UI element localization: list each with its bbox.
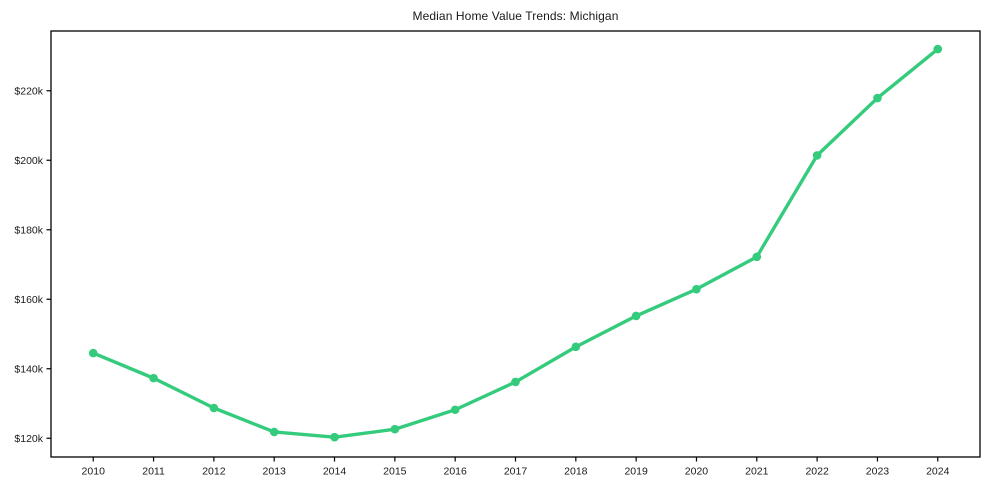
x-tick-label: 2012 [202, 466, 226, 478]
data-point-marker [149, 373, 158, 383]
x-tick-label: 2011 [142, 466, 165, 478]
data-point-marker [873, 93, 882, 103]
data-point-marker [88, 348, 98, 358]
x-tick-label: 2019 [624, 466, 648, 478]
x-tick-label: 2024 [926, 466, 950, 478]
x-tick-label: 2017 [504, 466, 528, 478]
x-tick-label: 2020 [685, 466, 709, 478]
x-tick-label: 2018 [564, 466, 588, 478]
data-point-marker [209, 403, 219, 413]
data-point-marker [269, 427, 279, 437]
data-point-marker [933, 44, 943, 54]
data-point-marker [571, 342, 581, 352]
data-point-marker [692, 284, 701, 294]
data-point-marker [511, 377, 520, 387]
data-point-marker [390, 424, 400, 434]
data-point-marker [330, 432, 339, 442]
x-tick-label: 2014 [323, 466, 347, 478]
data-point-marker [812, 151, 822, 160]
x-tick-label: 2010 [82, 466, 106, 478]
x-tick-label: 2021 [745, 466, 769, 478]
y-tick-label: $120k [14, 433, 43, 445]
y-tick-label: $140k [14, 363, 43, 375]
data-point-marker [631, 311, 641, 321]
y-tick-label: $180k [14, 224, 43, 236]
x-tick-label: 2013 [263, 466, 287, 478]
x-tick-label: 2016 [443, 466, 467, 478]
x-tick-label: 2023 [866, 466, 890, 478]
y-tick-label: $220k [14, 85, 43, 97]
x-tick-label: 2022 [805, 466, 829, 478]
y-tick-label: $160k [14, 294, 43, 306]
chart-title: Median Home Value Trends: Michigan [412, 9, 619, 23]
data-point-marker [752, 252, 762, 262]
data-point-marker [450, 405, 460, 415]
y-tick-label: $200k [14, 155, 43, 167]
plot-border [50, 30, 981, 458]
x-tick-label: 2015 [383, 466, 407, 478]
